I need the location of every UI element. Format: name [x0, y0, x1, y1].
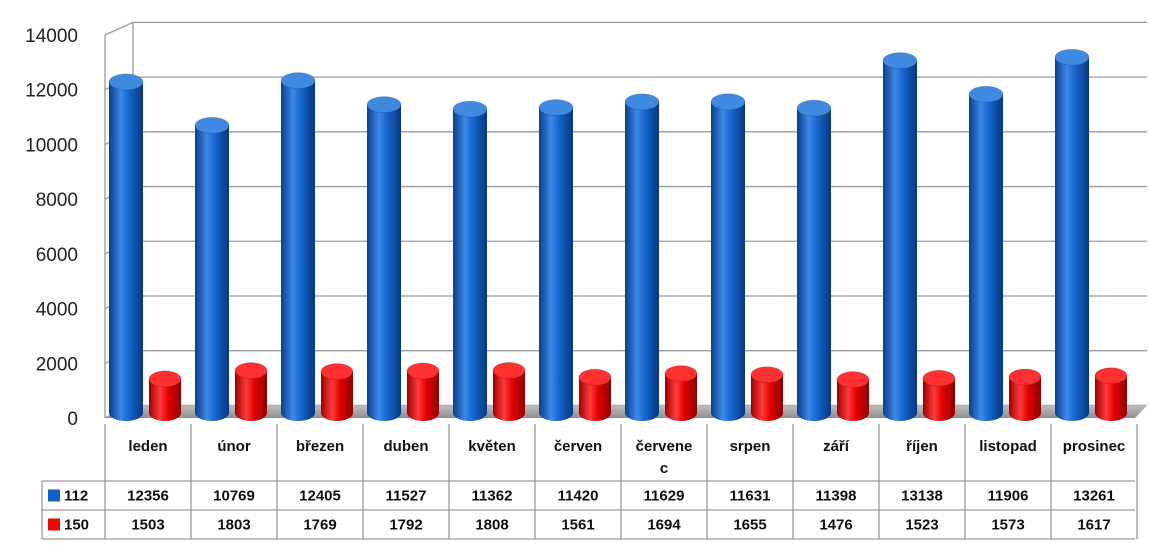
- bar: [968, 85, 1004, 421]
- bar: [148, 370, 182, 421]
- category-label: červene c: [636, 438, 693, 477]
- data-value: 1617: [1077, 517, 1110, 534]
- gridline-side: [104, 21, 134, 36]
- data-value: 1655: [733, 517, 766, 534]
- bar: [406, 362, 440, 421]
- data-value: 11420: [558, 488, 599, 505]
- y-tick-label: 2000: [36, 354, 78, 375]
- data-value: 1803: [217, 517, 250, 534]
- bar: [624, 93, 660, 422]
- data-value: 1476: [819, 517, 852, 534]
- data-value: 1792: [389, 517, 422, 534]
- bar: [108, 73, 144, 421]
- bar: [538, 99, 574, 422]
- category-label: prosinec: [1063, 438, 1126, 455]
- data-value: 11362: [472, 488, 513, 505]
- data-value: 1523: [905, 517, 938, 534]
- y-tick-label: 4000: [36, 300, 78, 321]
- y-tick-label: 14000: [25, 26, 78, 47]
- category-label: srpen: [730, 438, 771, 455]
- y-tick-label: 12000: [25, 81, 78, 102]
- bar: [922, 369, 956, 421]
- bar: [280, 72, 316, 421]
- data-table: leden únor březen duben květen červen červene c…: [41, 424, 1138, 540]
- bar: [366, 96, 402, 422]
- data-value: 1694: [647, 517, 681, 534]
- y-tick-label: 8000: [36, 190, 78, 211]
- data-value: 13138: [901, 488, 943, 505]
- data-value: 1769: [303, 517, 336, 534]
- category-label: září: [823, 438, 850, 455]
- data-value: 10769: [213, 488, 255, 505]
- series-label: 112: [64, 488, 88, 505]
- data-value: 12356: [127, 488, 169, 505]
- legend-swatch: [48, 489, 60, 502]
- bar: [882, 52, 918, 422]
- data-value: 1573: [991, 517, 1024, 534]
- bar: [710, 93, 746, 421]
- y-axis-ticks: 0 2000 4000 6000 8000 10000 12000 14000: [25, 26, 78, 430]
- bars: [108, 48, 1128, 422]
- data-value: 11629: [644, 488, 685, 505]
- bar: [234, 362, 268, 421]
- category-label: březen: [296, 438, 344, 455]
- category-label: květen: [468, 438, 516, 455]
- bar: [452, 100, 488, 421]
- bar: [492, 362, 526, 421]
- data-value: 1561: [561, 517, 594, 534]
- category-label: červen: [554, 438, 602, 455]
- bar: [664, 365, 698, 421]
- category-label: únor: [217, 438, 250, 455]
- legend-swatch: [48, 518, 60, 531]
- data-value: 1503: [131, 517, 164, 534]
- category-label: říjen: [906, 438, 938, 455]
- category-label: leden: [128, 438, 167, 455]
- bar: [1008, 368, 1042, 421]
- category-label: duben: [384, 438, 429, 455]
- bar: [796, 99, 832, 421]
- bar: [1054, 48, 1090, 422]
- data-value: 11631: [730, 488, 771, 505]
- bar: [578, 368, 612, 421]
- bar: [836, 371, 870, 421]
- data-value: 11398: [816, 488, 857, 505]
- y-tick-label: 0: [67, 409, 78, 430]
- data-value: 12405: [299, 488, 341, 505]
- y-tick-label: 10000: [25, 135, 78, 156]
- bar: [320, 363, 354, 421]
- data-value: 11527: [386, 488, 427, 505]
- data-value: 1808: [475, 517, 508, 534]
- series-label: 150: [64, 517, 89, 534]
- bar: [194, 116, 230, 421]
- data-value: 13261: [1073, 488, 1115, 505]
- y-tick-label: 6000: [36, 245, 78, 266]
- bar: [1094, 367, 1128, 421]
- data-value: 11906: [988, 488, 1029, 505]
- category-label: listopad: [979, 438, 1037, 455]
- bar: [750, 366, 784, 421]
